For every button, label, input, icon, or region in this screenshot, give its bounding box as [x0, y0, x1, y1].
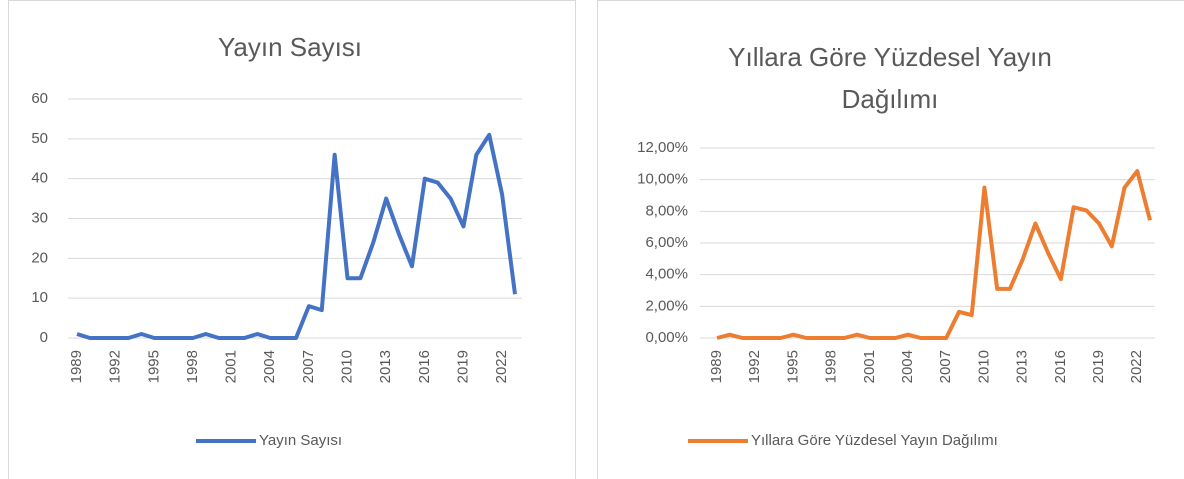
y-tick-label: 4,00%	[645, 266, 688, 283]
x-tick-label: 2010	[338, 350, 355, 383]
chart-title: Yıllara Göre Yüzdesel Yayın Dağılımı	[728, 42, 1052, 114]
chart-title: Yayın Sayısı	[217, 32, 363, 62]
x-tick-label: 2022	[493, 350, 510, 383]
legend-label: Yayın Sayısı	[259, 432, 342, 449]
x-tick-label: 2004	[261, 350, 278, 383]
y-tick-label: 2,00%	[645, 297, 688, 314]
x-tick-label: 1989	[68, 350, 85, 383]
x-tick-label: 1992	[746, 350, 763, 383]
x-tick-label: 1989	[708, 350, 725, 383]
y-tick-label: 30	[31, 209, 48, 226]
y-tick-label: 6,00%	[645, 234, 688, 251]
x-tick-label: 2019	[454, 350, 471, 383]
y-tick-label: 50	[31, 130, 48, 147]
x-tick-label: 2010	[975, 350, 992, 383]
x-tick-label: 1992	[107, 350, 124, 383]
x-tick-label: 1998	[184, 350, 201, 383]
y-tick-label: 10,00%	[637, 171, 688, 188]
y-tick-label: 8,00%	[645, 202, 688, 219]
x-tick-label: 2016	[416, 350, 433, 383]
x-tick-label: 2013	[377, 350, 394, 383]
x-tick-label: 2001	[861, 350, 878, 383]
x-tick-label: 2007	[937, 350, 954, 383]
y-tick-label: 12,00%	[637, 139, 688, 156]
x-tick-label: 1995	[784, 350, 801, 383]
y-tick-label: 0	[40, 329, 48, 346]
chart-frame	[597, 0, 1184, 479]
y-tick-label: 10	[31, 289, 48, 306]
x-tick-label: 2004	[899, 350, 916, 383]
y-tick-label: 40	[31, 170, 48, 187]
x-tick-label: 2001	[223, 350, 240, 383]
y-tick-label: 20	[31, 249, 48, 266]
x-tick-label: 2016	[1052, 350, 1069, 383]
x-tick-label: 1998	[823, 350, 840, 383]
x-tick-label: 2022	[1128, 350, 1145, 383]
x-tick-label: 2013	[1014, 350, 1031, 383]
x-tick-label: 2007	[300, 350, 317, 383]
y-tick-label: 0,00%	[645, 329, 688, 346]
x-tick-label: 1995	[145, 350, 162, 383]
y-tick-label: 60	[31, 90, 48, 107]
legend-label: Yıllara Göre Yüzdesel Yayın Dağılımı	[751, 432, 998, 449]
data-line	[716, 169, 1152, 340]
x-tick-label: 2019	[1090, 350, 1107, 383]
data-line	[76, 132, 517, 340]
chart-frame	[8, 0, 576, 479]
